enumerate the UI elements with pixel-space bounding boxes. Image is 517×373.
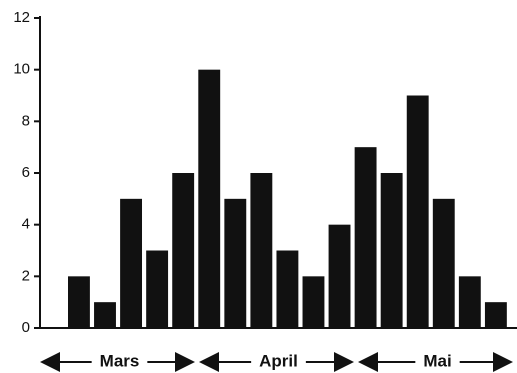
bar (328, 224, 351, 328)
bar (302, 276, 325, 328)
y-tick-label: 4 (22, 216, 30, 233)
bar (94, 302, 116, 328)
bar (146, 250, 169, 328)
bar (68, 276, 90, 328)
bar (406, 95, 429, 328)
y-tick-label: 10 (13, 61, 30, 78)
group-label: Mars (100, 351, 140, 370)
bar (484, 302, 507, 328)
group-label: Mai (423, 351, 451, 370)
bar (432, 198, 455, 328)
bar (120, 198, 143, 328)
bar (172, 173, 195, 328)
bar (354, 147, 377, 328)
bar (198, 69, 221, 329)
y-tick-label: 0 (22, 319, 30, 336)
bar (380, 173, 403, 328)
y-tick-label: 2 (22, 267, 30, 284)
bar (458, 276, 481, 328)
group-label: April (259, 351, 298, 370)
bar (276, 250, 299, 328)
y-tick-label: 6 (22, 164, 30, 181)
y-tick-label: 8 (22, 112, 30, 129)
bar (224, 198, 247, 328)
bar (250, 173, 273, 328)
y-tick-label: 12 (13, 9, 30, 26)
